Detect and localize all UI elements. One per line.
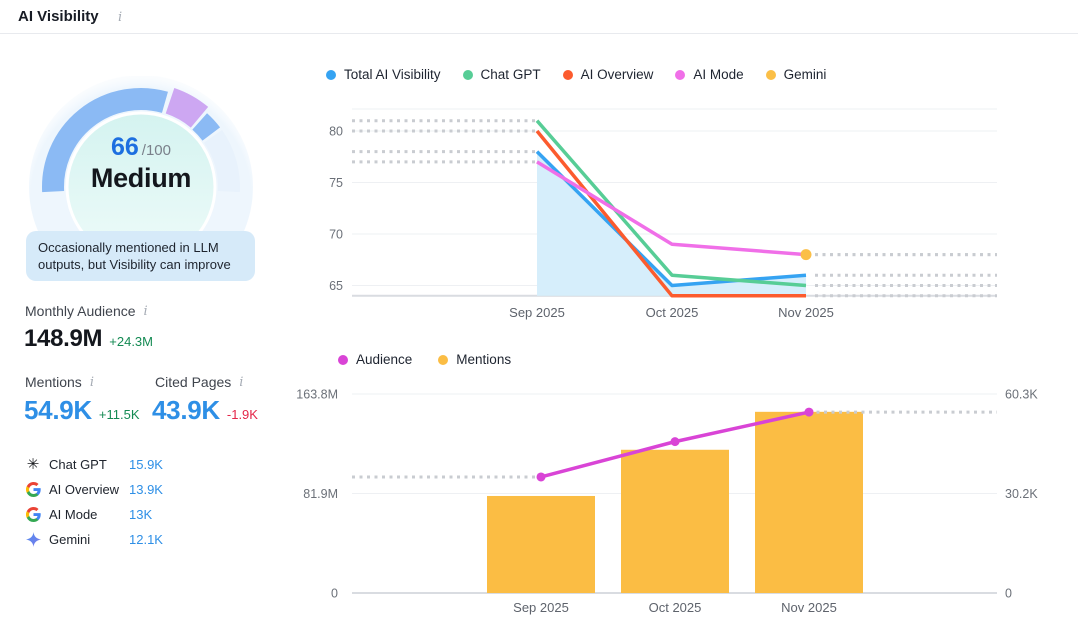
monthly-audience-delta: +24.3M	[109, 334, 153, 349]
visibility-score: 66/100 Medium	[30, 133, 252, 194]
svg-text:Sep 2025: Sep 2025	[513, 600, 569, 615]
list-item[interactable]: AI Mode 13K	[24, 502, 163, 527]
info-icon[interactable]: i	[239, 374, 244, 390]
visibility-score-gauge	[29, 76, 253, 232]
svg-text:0: 0	[1005, 587, 1012, 601]
legend-dot	[438, 354, 449, 365]
score-value: 66	[110, 133, 139, 161]
header-divider	[0, 33, 1078, 34]
mentions-value-row: 54.9K +11.5K	[24, 395, 140, 426]
audience-mentions-legend: Audience Mentions	[338, 352, 511, 367]
legend-dot	[462, 69, 473, 80]
legend-dot	[326, 69, 336, 80]
svg-text:0: 0	[331, 587, 338, 601]
gemini-icon	[24, 531, 42, 549]
google-icon	[24, 481, 42, 499]
mentions-delta: +11.5K	[98, 407, 140, 422]
legend-item-total-ai-visibility[interactable]: Total AI Visibility	[326, 67, 441, 82]
svg-text:Oct 2025: Oct 2025	[646, 305, 699, 320]
list-item[interactable]: Gemini 12.1K	[24, 527, 163, 552]
svg-text:65: 65	[329, 279, 343, 293]
svg-text:80: 80	[329, 125, 343, 139]
platform-breakdown-list: ✳ Chat GPT 15.9K AI Overview 13.9K AI Mo…	[24, 452, 163, 552]
mentions-value: 54.9K	[24, 395, 92, 425]
cited-pages-delta: -1.9K	[226, 407, 258, 422]
svg-text:Oct 2025: Oct 2025	[649, 600, 702, 615]
visibility-trend-chart: 80 75 70 65 Sep 2025 Oct 2025 Nov 2025	[329, 108, 997, 320]
legend-item-audience[interactable]: Audience	[338, 352, 412, 367]
legend-item-ai-mode[interactable]: AI Mode	[675, 67, 744, 82]
score-rating: Medium	[90, 163, 192, 193]
trend-chart-legend: Total AI Visibility Chat GPT AI Overview…	[326, 67, 826, 82]
svg-text:Sep 2025: Sep 2025	[509, 305, 565, 320]
monthly-audience-value: 148.9M	[24, 325, 103, 352]
info-icon[interactable]: i	[118, 10, 123, 25]
platform-value: 15.9K	[129, 457, 163, 472]
legend-dot	[562, 69, 573, 80]
list-item[interactable]: AI Overview 13.9K	[24, 477, 163, 502]
platform-name: Gemini	[49, 532, 91, 547]
svg-text:Nov 2025: Nov 2025	[781, 600, 837, 615]
page-title: AI Visibility	[18, 8, 99, 25]
cited-pages-value-row: 43.9K -1.9K	[152, 395, 258, 426]
svg-text:163.8M: 163.8M	[296, 388, 338, 402]
cited-pages-value: 43.9K	[152, 395, 220, 425]
chatgpt-icon: ✳	[26, 456, 40, 473]
platform-value: 13.9K	[129, 482, 163, 497]
monthly-audience-header: Monthly Audience i	[25, 303, 148, 319]
score-denominator: /100	[141, 142, 171, 159]
cited-pages-label: Cited Pages	[155, 374, 232, 390]
score-description: Occasionally mentioned in LLM outputs, b…	[26, 231, 255, 282]
mentions-header: Mentions i	[25, 374, 94, 390]
svg-text:81.9M: 81.9M	[303, 487, 338, 501]
monthly-audience-label: Monthly Audience	[25, 303, 136, 319]
audience-mentions-chart: 163.8M 60.3K 81.9M 30.2K 0 0 Sep 2025 Oct 2025 N…	[296, 388, 1038, 616]
google-icon	[24, 506, 42, 524]
legend-dot	[675, 69, 686, 80]
mentions-label: Mentions	[25, 374, 82, 390]
platform-name: AI Overview	[49, 482, 120, 497]
list-item[interactable]: ✳ Chat GPT 15.9K	[24, 452, 163, 477]
platform-name: AI Mode	[49, 507, 98, 522]
platform-name: Chat GPT	[49, 457, 107, 472]
legend-dot	[338, 354, 348, 365]
legend-item-chat-gpt[interactable]: Chat GPT	[462, 67, 541, 82]
svg-text:60.3K: 60.3K	[1005, 388, 1038, 402]
legend-item-mentions[interactable]: Mentions	[438, 352, 511, 367]
legend-item-ai-overview[interactable]: AI Overview	[562, 67, 653, 82]
svg-text:Nov 2025: Nov 2025	[778, 305, 834, 320]
legend-item-gemini[interactable]: Gemini	[765, 67, 826, 82]
cited-pages-header: Cited Pages i	[155, 374, 243, 390]
info-icon[interactable]: i	[89, 374, 94, 390]
monthly-audience-value-row: 148.9M +24.3M	[24, 325, 153, 353]
platform-value: 12.1K	[129, 532, 163, 547]
svg-text:75: 75	[329, 176, 343, 190]
svg-text:30.2K: 30.2K	[1005, 487, 1038, 501]
legend-dot	[765, 69, 776, 80]
info-icon[interactable]: i	[143, 303, 148, 319]
platform-value: 13K	[129, 507, 153, 522]
svg-text:70: 70	[329, 228, 343, 242]
